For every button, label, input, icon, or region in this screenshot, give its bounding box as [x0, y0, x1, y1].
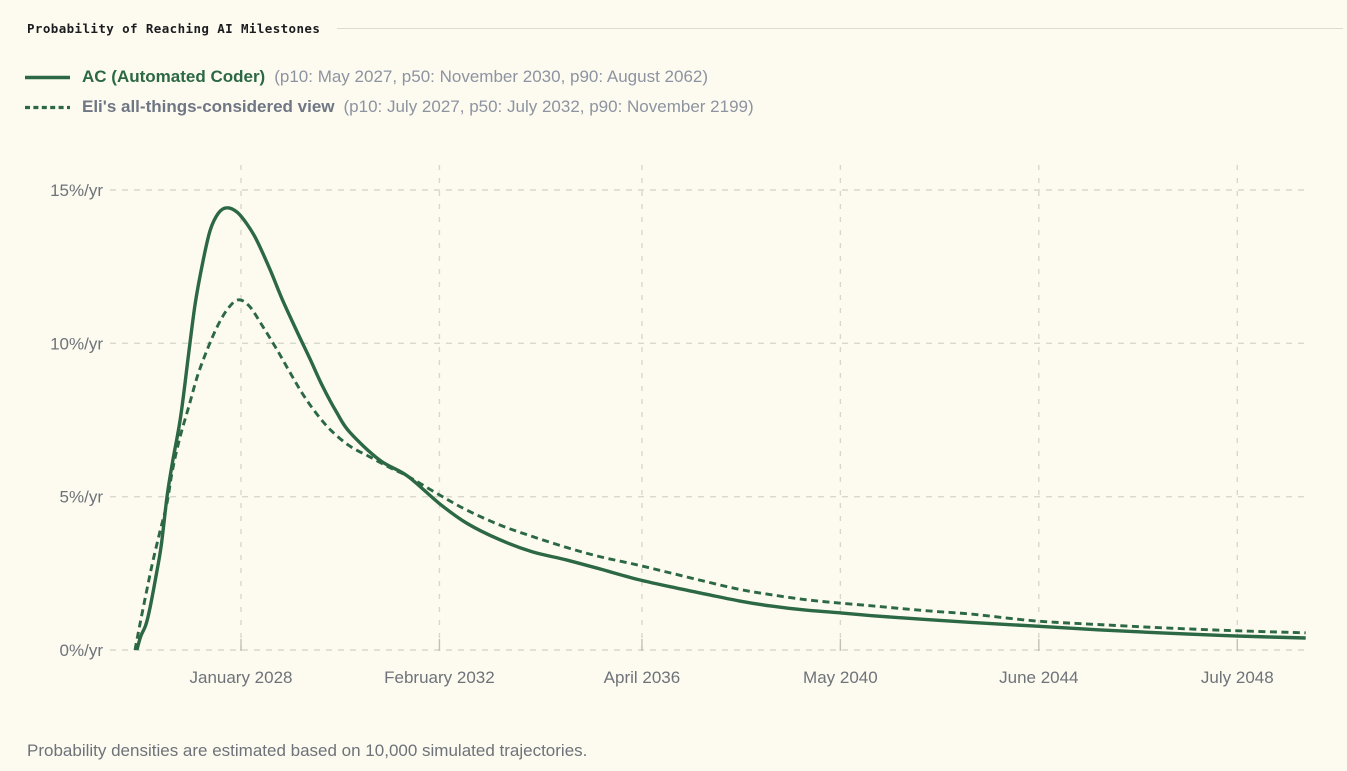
dashed-line-swatch — [25, 105, 70, 110]
footnote: Probability densities are estimated base… — [27, 741, 588, 760]
x-axis-tick-label: June 2044 — [999, 668, 1078, 687]
curve-eli-view — [133, 298, 1306, 651]
legend-item-eli: Eli's all-things-considered view (p10: J… — [24, 92, 754, 122]
legend-percentiles-eli: (p10: July 2027, p50: July 2032, p90: No… — [343, 97, 754, 116]
x-axis-tick-label: May 2040 — [803, 668, 878, 687]
y-axis-tick-label: 0%/yr — [60, 641, 104, 660]
legend: AC (Automated Coder) (p10: May 2027, p50… — [24, 62, 754, 122]
solid-line-swatch — [25, 75, 70, 80]
chart-title: Probability of Reaching AI Milestones — [27, 21, 321, 36]
x-axis-tick-label: July 2048 — [1201, 668, 1274, 687]
x-axis-tick-label: February 2032 — [384, 668, 495, 687]
x-axis-tick-label: April 2036 — [604, 668, 681, 687]
legend-item-ac: AC (Automated Coder) (p10: May 2027, p50… — [24, 62, 754, 92]
x-axis-tick-label: January 2028 — [189, 668, 292, 687]
y-axis-tick-label: 15%/yr — [50, 181, 103, 200]
y-axis-tick-label: 10%/yr — [50, 334, 103, 353]
curve-ac — [135, 206, 1306, 651]
legend-percentiles-ac: (p10: May 2027, p50: November 2030, p90:… — [274, 67, 709, 86]
legend-label-eli: Eli's all-things-considered view — [82, 97, 335, 116]
y-axis-tick-label: 5%/yr — [60, 488, 104, 507]
title-rule — [337, 28, 1343, 29]
chart-header: Probability of Reaching AI Milestones — [27, 21, 1343, 36]
legend-label-ac: AC (Automated Coder) — [82, 67, 266, 86]
